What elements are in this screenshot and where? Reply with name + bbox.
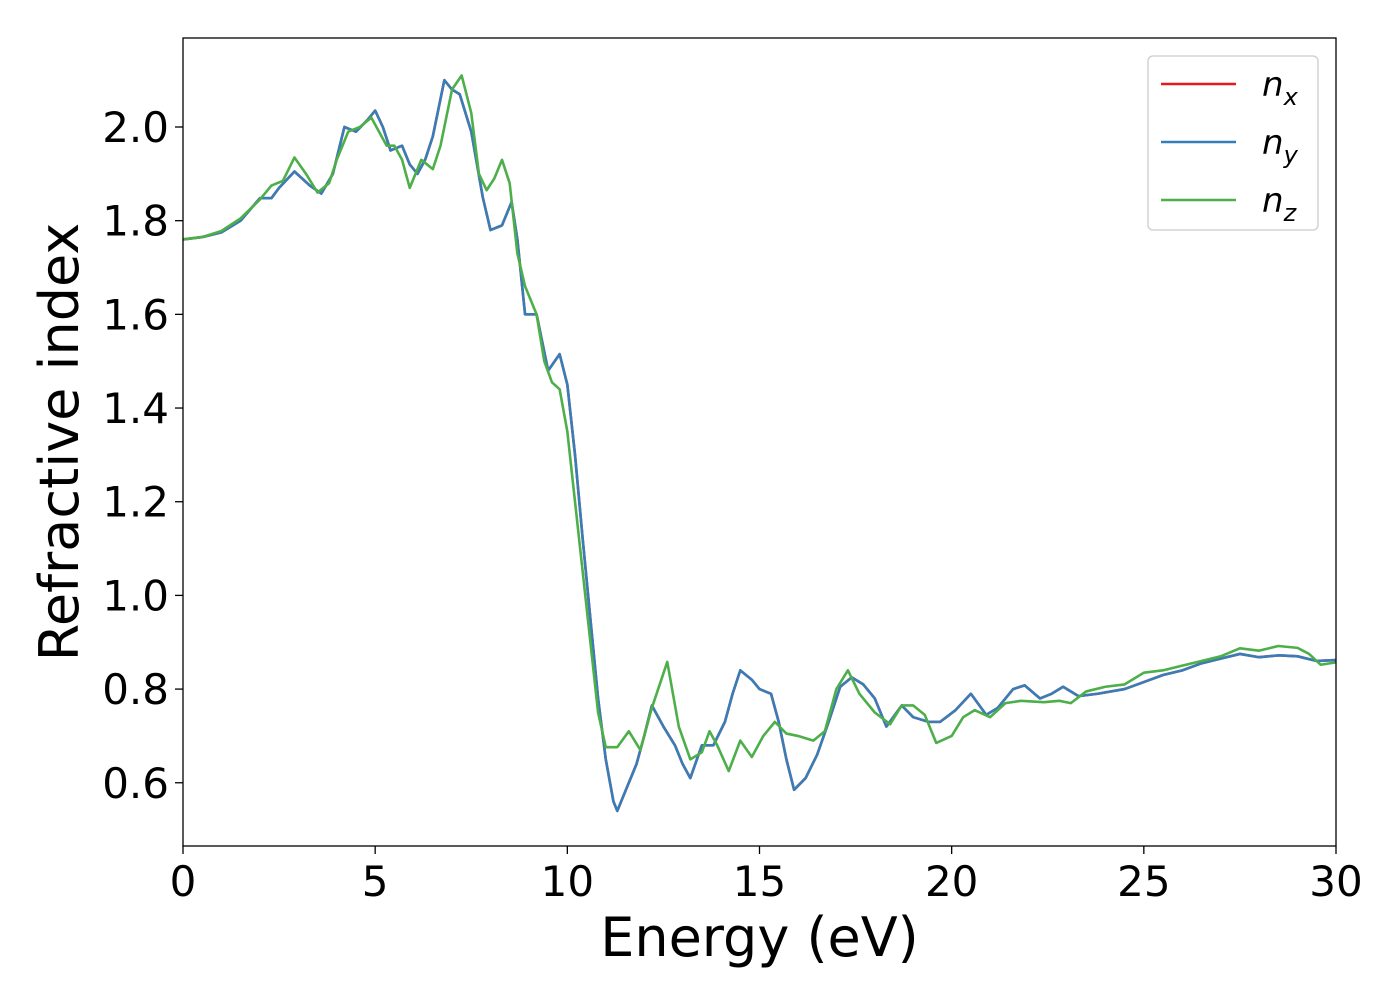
y-axis-ticks: 0.6 0.8 1.0 1.2 1.4 1.6 1.8 2.0 bbox=[102, 103, 183, 808]
x-tick-label: 20 bbox=[925, 857, 978, 906]
y-tick-label: 1.2 bbox=[102, 478, 169, 527]
x-tick-label: 0 bbox=[170, 857, 197, 906]
legend-label-main: n bbox=[1262, 181, 1284, 221]
y-tick-label: 1.8 bbox=[102, 197, 169, 246]
y-tick-label: 1.4 bbox=[102, 384, 169, 433]
y-tick-label: 2.0 bbox=[102, 103, 169, 152]
plot-lines bbox=[182, 74, 1337, 813]
legend-label-subscript: z bbox=[1283, 199, 1298, 227]
legend-label-main: n bbox=[1262, 65, 1284, 105]
x-tick-label: 10 bbox=[541, 857, 594, 906]
legend-label-nx: nx bbox=[1262, 65, 1299, 111]
y-axis-title: Refractive index bbox=[28, 223, 91, 662]
x-tick-label: 5 bbox=[362, 857, 389, 906]
y-tick-label: 1.0 bbox=[102, 571, 169, 620]
legend-label-subscript: x bbox=[1283, 83, 1299, 111]
x-axis-ticks: 0 5 10 15 20 25 30 bbox=[170, 846, 1363, 906]
x-axis-title: Energy (eV) bbox=[600, 906, 919, 969]
y-tick-label: 0.6 bbox=[102, 759, 169, 808]
x-tick-label: 15 bbox=[733, 857, 786, 906]
y-tick-label: 0.8 bbox=[102, 665, 169, 714]
legend-label-nz: nz bbox=[1262, 181, 1298, 227]
series-line-nz bbox=[182, 74, 1337, 773]
y-tick-label: 1.6 bbox=[102, 290, 169, 339]
x-tick-label: 25 bbox=[1117, 857, 1170, 906]
x-tick-label: 30 bbox=[1309, 857, 1362, 906]
legend-label-main: n bbox=[1262, 123, 1284, 163]
series-line-ny bbox=[182, 78, 1337, 813]
legend-label-subscript: y bbox=[1283, 141, 1299, 169]
legend-label-ny: ny bbox=[1262, 123, 1299, 169]
